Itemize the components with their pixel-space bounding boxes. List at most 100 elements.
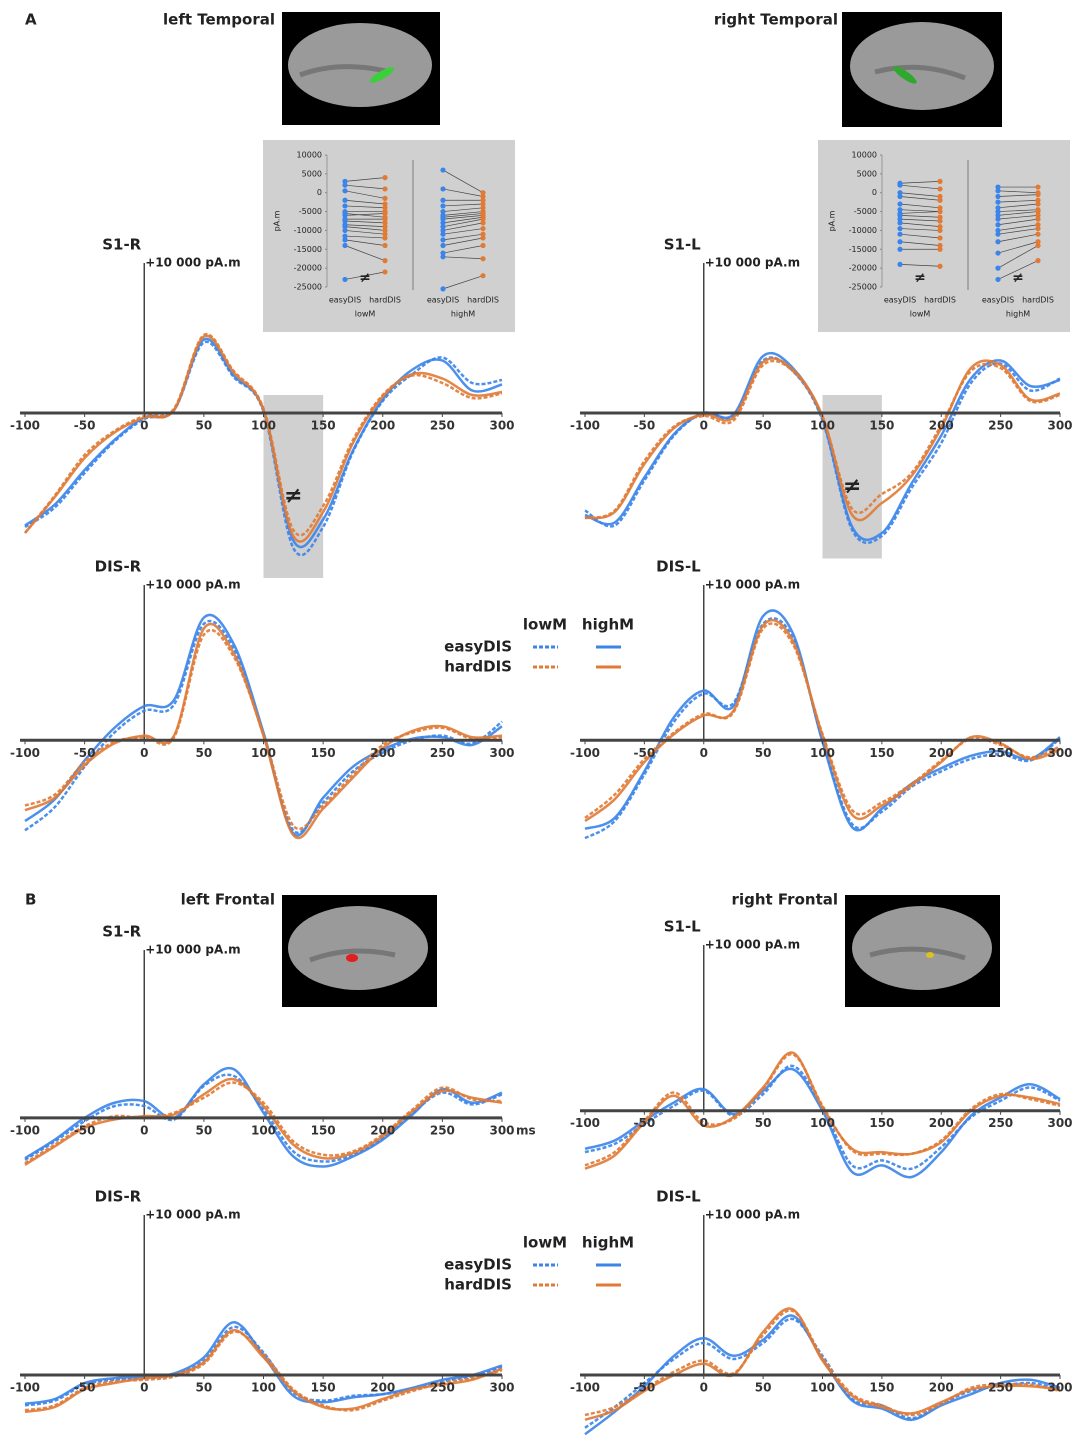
dot	[937, 214, 943, 220]
brain-image	[845, 895, 1000, 1007]
dot	[995, 193, 1001, 200]
waveform	[24, 334, 503, 543]
pair-line	[899, 211, 941, 214]
x-tick-label: -50	[634, 1381, 656, 1395]
legend-column: lowM	[523, 616, 567, 634]
pair-line	[899, 184, 941, 190]
dot	[995, 188, 1001, 194]
dot	[897, 190, 903, 196]
region-title: left Frontal	[181, 891, 275, 909]
line-panel: +10 000 pA.m S1-L -100 -50 0 50 100 150 200 250 30…	[570, 236, 1073, 559]
pair-line	[997, 211, 1039, 216]
x-tick-label: 250	[430, 1381, 455, 1395]
x-tick-label: -50	[634, 1116, 656, 1130]
dot	[440, 203, 446, 209]
pair-line	[442, 216, 484, 224]
x-tick-label: 250	[988, 746, 1013, 760]
x-tick-label: 250	[988, 1381, 1013, 1395]
pair-line	[442, 237, 484, 246]
dot	[897, 225, 903, 232]
dot	[897, 207, 903, 213]
waveform	[24, 333, 503, 537]
pair-line	[997, 228, 1039, 235]
dot	[1035, 192, 1041, 198]
dot	[440, 167, 446, 173]
x-tick-label: 250	[430, 419, 455, 433]
dot	[382, 258, 388, 264]
y-tick-label: +10 000 pA.m	[705, 256, 800, 270]
x-tick-label: 150	[311, 746, 336, 760]
x-tick-label: 150	[869, 1381, 894, 1395]
y-tick-label: -15000	[294, 245, 322, 254]
x-tick-label: 300	[1047, 1381, 1072, 1395]
x-tick-label: 50	[755, 746, 772, 760]
pair-line	[442, 188, 484, 197]
x-tick-label: -50	[74, 746, 96, 760]
pair-line	[997, 233, 1039, 243]
waveform	[584, 1051, 1061, 1170]
y-tick-label: -25000	[849, 283, 877, 292]
x-tick-label: 150	[869, 1116, 894, 1130]
line-panel: +10 000 pA.m DIS-L -100 -50 0 50 100 150 200 250 3…	[570, 1188, 1073, 1436]
y-tick-label: -20000	[849, 264, 877, 273]
dot	[480, 201, 486, 207]
inset: 10000 5000 0 -5000 -10000 -15000 -20000 -25000 p…	[818, 140, 1070, 332]
dot	[382, 269, 388, 275]
dot	[995, 250, 1001, 256]
dot	[382, 227, 388, 234]
x-tick-label: 300	[1047, 1116, 1072, 1130]
dot	[342, 227, 348, 234]
dot	[1035, 258, 1041, 264]
pair-line	[344, 230, 386, 235]
dot	[480, 197, 486, 203]
x-tick-label: -50	[74, 419, 96, 433]
dot	[1035, 184, 1041, 190]
dot	[480, 256, 486, 262]
dot	[937, 218, 943, 224]
brain-image	[282, 12, 440, 125]
category-label: easyDIS	[884, 296, 916, 305]
x-tick-label: 0	[140, 746, 148, 760]
dot	[937, 235, 943, 241]
legend-row: hardDIS	[444, 658, 512, 676]
region-title: right Frontal	[732, 891, 838, 909]
x-tick-label: 250	[988, 419, 1013, 433]
pair-line	[899, 214, 941, 218]
section-label: B	[25, 891, 36, 909]
dot	[937, 208, 943, 215]
y-tick-label: -20000	[294, 264, 322, 273]
x-tick-label: -100	[10, 746, 40, 760]
y-tick-label: -5000	[299, 207, 322, 216]
pair-line	[997, 218, 1039, 226]
dot	[995, 227, 1001, 234]
x-tick-label: 300	[489, 419, 514, 433]
pair-line	[344, 235, 386, 239]
x-tick-label: 300	[489, 1381, 514, 1395]
dot	[440, 231, 446, 237]
dot	[995, 208, 1001, 215]
x-tick-label: 0	[140, 419, 148, 433]
waveform	[24, 622, 503, 840]
dot	[440, 216, 446, 222]
legend-column: highM	[582, 616, 634, 634]
legend-row: easyDIS	[444, 1256, 512, 1274]
dot	[995, 276, 1001, 283]
y-tick-label: +10 000 pA.m	[705, 938, 800, 952]
x-tick-label: 0	[700, 1381, 708, 1395]
dot	[897, 182, 903, 188]
waveform	[584, 1309, 1061, 1417]
pair-line	[997, 245, 1039, 269]
dot	[897, 193, 903, 200]
waveform	[584, 357, 1061, 522]
y-tick-label: -5000	[854, 207, 877, 216]
dot	[897, 246, 903, 252]
group-label: lowM	[910, 310, 931, 319]
dot	[897, 216, 903, 222]
x-tick-label: 150	[311, 1123, 336, 1137]
y-tick-label: -15000	[849, 245, 877, 254]
x-tick-label: 50	[196, 746, 213, 760]
pair-line	[442, 233, 484, 241]
